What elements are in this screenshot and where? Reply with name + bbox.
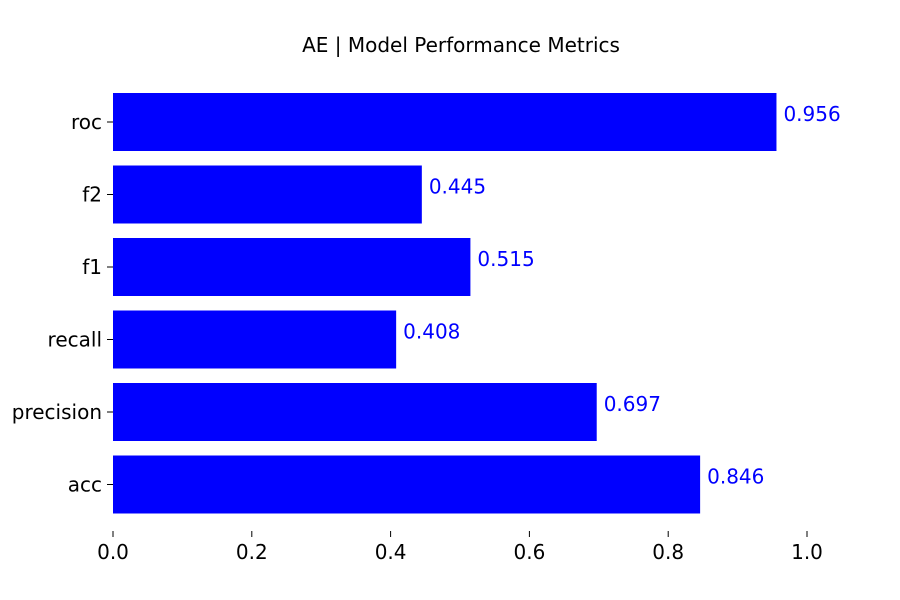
x-tick-label-0: 0.0 [97,540,129,564]
value-label-f2: 0.445 [429,175,486,199]
y-tick-label-acc: acc [68,473,102,497]
bar-roc [113,93,777,151]
y-tick-label-roc: roc [71,110,102,134]
y-axis: acc precision recall f1 f2 roc [12,110,113,497]
value-label-f1: 0.515 [477,247,534,271]
bar-recall [113,310,397,369]
y-tick-label-precision: precision [12,400,102,424]
value-label-recall: 0.408 [403,320,460,344]
x-axis: 0.0 0.2 0.4 0.6 0.8 1.0 [97,531,823,564]
chart-title: AE | Model Performance Metrics [302,33,620,57]
bars-layer [113,93,777,514]
value-label-acc: 0.846 [707,465,764,489]
value-labels-layer: 0.846 0.697 0.408 0.515 0.445 0.956 [403,102,841,489]
x-tick-label-1: 0.2 [236,540,268,564]
y-tick-label-f2: f2 [82,183,102,207]
bar-f1 [113,238,471,296]
bar-f2 [113,165,422,224]
x-tick-label-4: 0.8 [652,540,684,564]
bar-precision [113,383,597,441]
x-tick-label-3: 0.6 [513,540,545,564]
value-label-precision: 0.697 [604,392,661,416]
y-tick-label-recall: recall [48,328,102,352]
x-tick-label-2: 0.4 [375,540,407,564]
bar-acc [113,455,701,514]
y-tick-label-f1: f1 [82,255,102,279]
value-label-roc: 0.956 [783,102,840,126]
x-tick-label-5: 1.0 [791,540,823,564]
